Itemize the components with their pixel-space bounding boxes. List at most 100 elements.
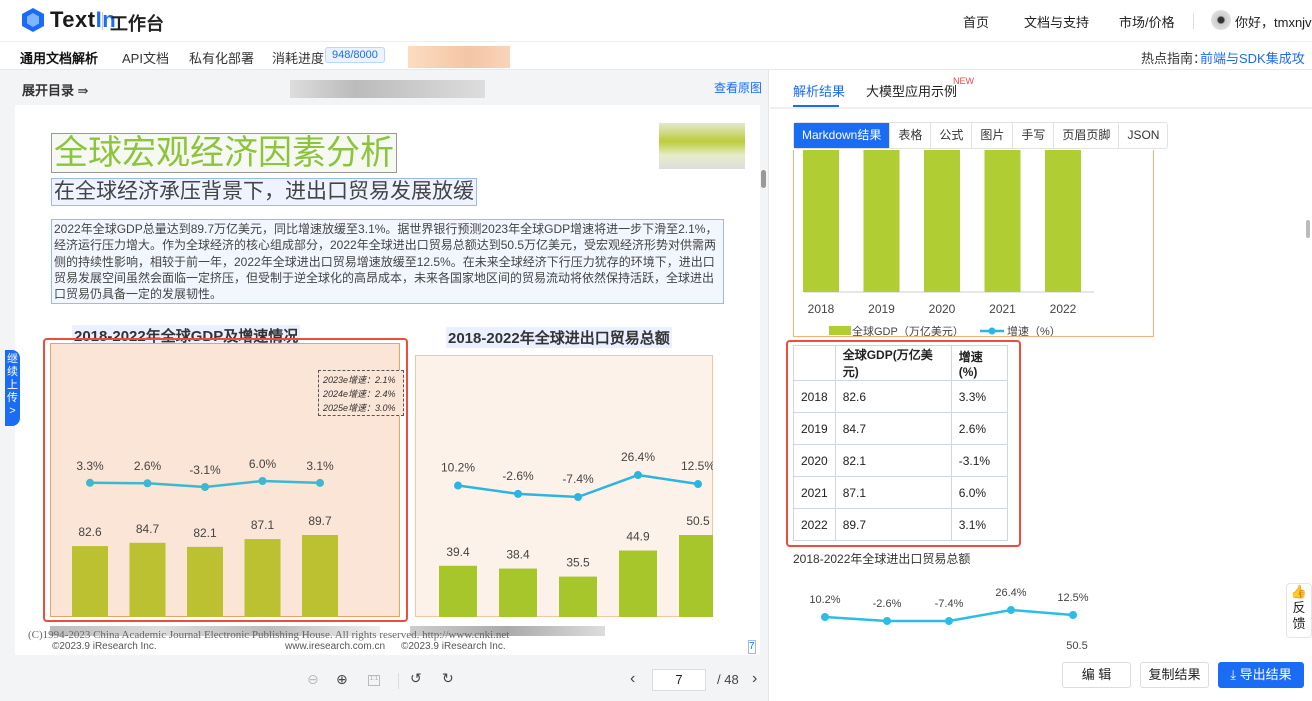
feedback-button[interactable]: 👍 反馈 — [1286, 583, 1312, 638]
expand-toc-button[interactable]: 展开目录 ⇛ — [22, 83, 89, 98]
bar — [187, 546, 223, 617]
sub-nav: 通用文档解析 API文档 私有化部署 消耗进度 948/8000 热点指南： 前… — [0, 42, 1312, 85]
bar-label: 84.7 — [136, 522, 160, 536]
scrollbar[interactable] — [761, 170, 766, 188]
format-tabs: Markdown结果 表格 公式 图片 手写 页眉页脚 JSON — [793, 122, 1169, 149]
prev-page-icon[interactable]: ‹ — [630, 670, 636, 687]
bar — [244, 539, 281, 617]
format-tab-markdown[interactable]: Markdown结果 — [794, 123, 891, 148]
line-point — [514, 489, 522, 498]
legend-bar-label: 全球GDP（万亿美元） — [852, 324, 964, 337]
format-tab-json[interactable]: JSON — [1127, 128, 1160, 142]
table-header: 增速(%) — [950, 345, 1008, 381]
chart2-svg: 39.4201838.4201935.5202044.9202150.52022… — [439, 450, 713, 617]
line-label: 26.4% — [995, 587, 1026, 599]
rendered-line-chart: 10.2% -2.6% -7.4% 26.4% 12.5% 50.5 — [809, 587, 1088, 652]
format-tab-image[interactable]: 图片 — [972, 123, 1014, 148]
legend-bar-swatch — [829, 326, 851, 335]
table-header: 全球GDP(万亿美元) — [834, 345, 952, 381]
export-result-button[interactable]: ⤓ 导出结果 — [1218, 662, 1304, 688]
table-cell: 89.7 — [834, 508, 952, 541]
avatar[interactable] — [1211, 10, 1231, 30]
rotate-right-icon[interactable]: ↻ — [442, 670, 454, 686]
scrollbar[interactable] — [1306, 220, 1310, 238]
page-total: / 48 — [717, 672, 739, 687]
subnav-usage[interactable]: 消耗进度 — [272, 51, 325, 66]
table-cell: 3.1% — [950, 508, 1008, 541]
format-tab-header-footer[interactable]: 页眉页脚 — [1054, 123, 1120, 148]
bar-label: 50.5 — [686, 514, 710, 528]
thumbs-up-icon: 👍 — [1290, 584, 1308, 599]
line-label: 6.0% — [249, 457, 277, 471]
line-label: 3.1% — [306, 459, 334, 473]
format-tab-formula[interactable]: 公式 — [931, 123, 973, 148]
tab-llm-examples[interactable]: 大模型应用示例 — [866, 84, 958, 99]
list-icon: ⇛ — [77, 83, 89, 98]
line-point — [574, 493, 582, 501]
x-tick-label: 2019 — [868, 302, 895, 316]
copy-result-button[interactable]: 复制结果 — [1140, 662, 1209, 688]
subnav-private-deploy[interactable]: 私有化部署 — [189, 51, 255, 66]
bar — [129, 542, 166, 617]
table-cell: -3.1% — [950, 444, 1008, 477]
page-number-input[interactable]: 7 — [652, 669, 706, 691]
bar-label: 50.5 — [1066, 640, 1087, 652]
bar-label: 82.1 — [193, 526, 217, 540]
blurred-banner — [408, 46, 510, 68]
selected-table-highlight — [786, 340, 1021, 547]
note-line: 2023e增速：2.1% — [323, 375, 396, 385]
download-icon: ⤓ — [1230, 667, 1237, 682]
zoom-in-icon[interactable]: ⊕ — [336, 671, 348, 687]
format-tab-handwriting[interactable]: 手写 — [1013, 123, 1055, 148]
note-line: 2025e增速：3.0% — [323, 403, 396, 413]
bar — [1045, 150, 1081, 292]
nav-home[interactable]: 首页 — [963, 15, 990, 30]
workspace-title: 工作台 — [110, 14, 164, 34]
table-row: 2022 89.7 3.1% — [793, 508, 1008, 541]
user-greeting[interactable]: 你好，tmxnjv — [1235, 15, 1312, 30]
line-label: 12.5% — [1057, 592, 1088, 604]
actual-size-icon[interactable]: 1:1 — [368, 675, 380, 686]
view-original-link[interactable]: 查看原图 — [714, 81, 763, 95]
doc-subtitle[interactable]: 在全球经济承压背景下，进出口贸易发展放缓 — [51, 178, 477, 206]
doc-paragraph[interactable]: 2022年全球GDP总量达到89.7万亿美元，同比增速放缓至3.1%。据世界银行… — [51, 219, 724, 305]
usage-badge: 948/8000 — [325, 47, 385, 63]
textin-logo-icon — [22, 8, 44, 32]
blurred-logo — [659, 123, 745, 169]
hot-guide-label: 热点指南： — [1141, 51, 1207, 66]
brand-name[interactable]: TextIn — [50, 7, 117, 32]
zoom-out-icon[interactable]: ⊖ — [307, 671, 319, 687]
nav-pricing[interactable]: 市场/价格 — [1119, 15, 1175, 30]
next-page-icon[interactable]: › — [752, 670, 758, 687]
table-cell: 84.7 — [834, 412, 952, 445]
bar-label: 87.1 — [251, 518, 275, 532]
viewer-toolbar: ⊖ ⊕ 1:1 ↺ ↻ ‹ / 48 › — [0, 660, 769, 701]
divider — [398, 673, 399, 689]
line-label: -2.6% — [873, 598, 902, 610]
chart1-title[interactable]: 2018-2022年全球GDP及增速情况 — [72, 325, 301, 346]
selected-chart-highlight[interactable] — [43, 338, 408, 622]
bar — [924, 150, 960, 292]
tab-parse-result[interactable]: 解析结果 — [793, 84, 846, 99]
table-row: 2018 82.6 3.3% — [793, 380, 1008, 413]
chart-caption: 2018-2022年全球进出口贸易总额 — [793, 552, 971, 566]
format-tab-table[interactable]: 表格 — [890, 123, 932, 148]
rendered-chart-svg: 2018 2019 2020 2021 2022 全球GDP（万亿美元） 增速（%） — [803, 150, 1094, 337]
subnav-general-parse[interactable]: 通用文档解析 — [20, 51, 99, 66]
bar-label: 39.4 — [446, 545, 470, 559]
line-point — [454, 481, 462, 490]
blurred-filename — [290, 80, 485, 98]
rotate-left-icon[interactable]: ↺ — [410, 670, 422, 686]
chart2-title[interactable]: 2018-2022年全球进出口贸易总额 — [446, 327, 672, 348]
line-label: 10.2% — [441, 461, 475, 475]
subnav-api-docs[interactable]: API文档 — [122, 51, 169, 66]
chevron-right-icon: > — [9, 405, 16, 417]
line-point — [201, 483, 209, 491]
table-cell: 2020 — [793, 444, 836, 477]
edit-button[interactable]: 编 辑 — [1062, 662, 1131, 688]
nav-docs[interactable]: 文档与支持 — [1024, 15, 1090, 30]
bar — [679, 535, 713, 617]
bar — [72, 546, 108, 617]
continue-upload-tab[interactable]: 继续上传 > — [5, 350, 20, 426]
doc-title[interactable]: 全球宏观经济因素分析 — [51, 133, 397, 173]
